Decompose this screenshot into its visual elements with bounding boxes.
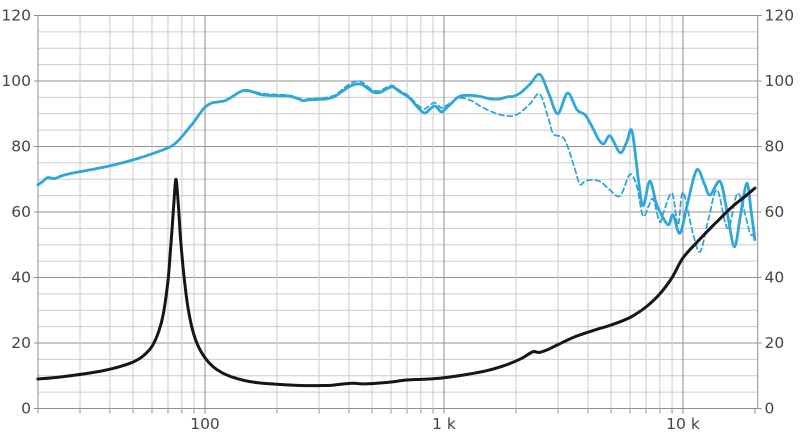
curves: [36, 72, 757, 388]
y-axis-right-tick-label: 20: [765, 334, 785, 352]
y-axis-right-tick-label: 40: [765, 269, 785, 287]
x-axis-tick-label: 10 k: [666, 415, 700, 433]
y-axis-right-tick-label: 60: [765, 203, 785, 221]
axis-labels: 0 0 20 20 40 40 60 60 80 80 100 100 120 120 100 1 k 10 k: [1, 7, 794, 434]
x-axis-tick-label: 100: [190, 415, 220, 433]
y-axis-right-tick-label: 120: [765, 7, 795, 25]
y-axis-right-tick-label: 0: [765, 400, 775, 418]
y-axis-left-tick-label: 60: [11, 203, 31, 221]
grid: [38, 15, 758, 409]
spl-on-axis-curve: [36, 72, 757, 249]
y-axis-left-tick-label: 0: [21, 400, 31, 418]
y-axis-left-tick-label: 40: [11, 269, 31, 287]
spl-off-axis-curve: [246, 80, 756, 253]
impedance-curve: [36, 177, 757, 388]
x-axis-tick-label: 1 k: [432, 415, 456, 433]
y-axis-right-tick-label: 80: [765, 138, 785, 156]
y-axis-left-tick-label: 120: [1, 7, 31, 25]
y-axis-left-tick-label: 20: [11, 334, 31, 352]
y-axis-left-tick-label: 100: [1, 72, 31, 90]
y-axis-right-tick-label: 100: [765, 72, 795, 90]
axes: [34, 15, 762, 414]
y-axis-left-tick-label: 80: [11, 138, 31, 156]
